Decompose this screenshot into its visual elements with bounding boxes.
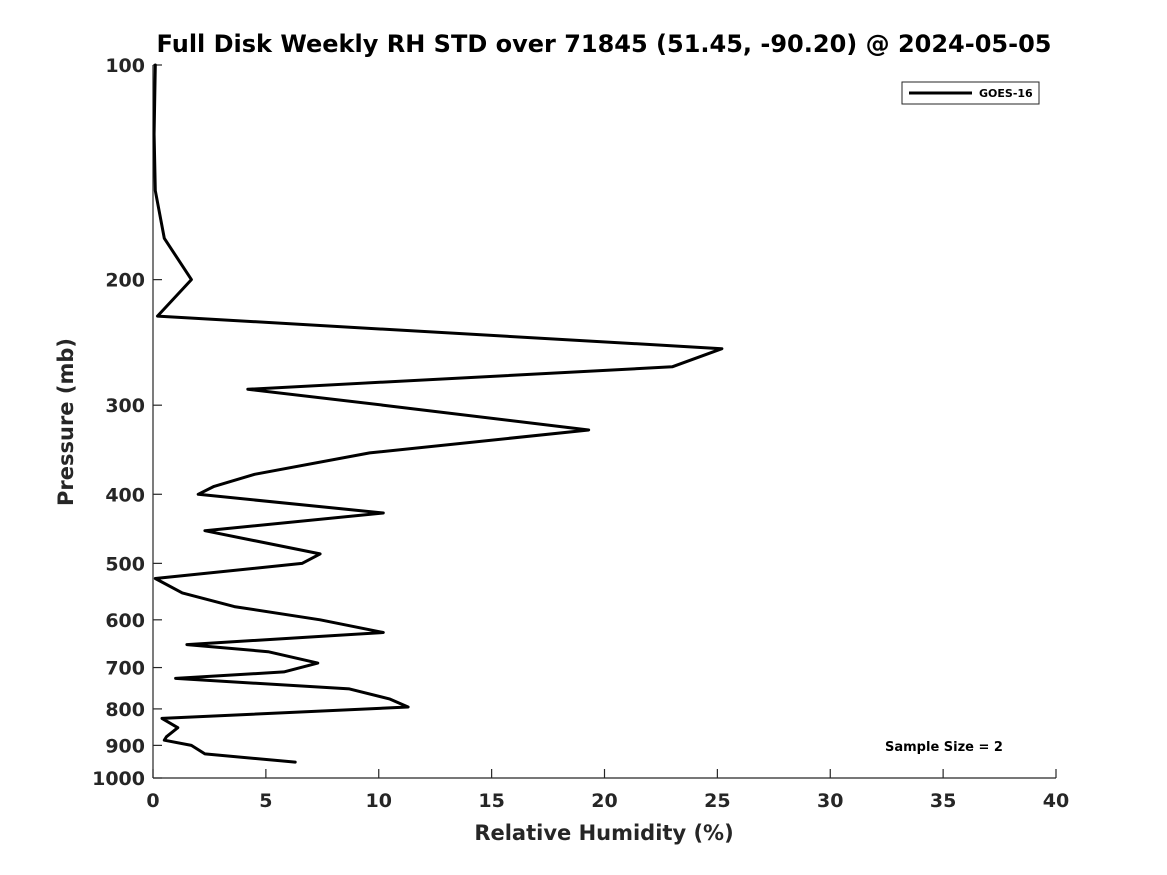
x-tick-label: 5 (259, 790, 272, 812)
y-tick-label: 900 (105, 735, 145, 757)
legend-label-goes-16: GOES-16 (979, 87, 1033, 100)
y-tick-label: 100 (105, 55, 145, 77)
x-tick-label: 20 (591, 790, 617, 812)
x-tick-label: 30 (817, 790, 843, 812)
x-tick-label: 15 (478, 790, 504, 812)
legend: GOES-16 (901, 81, 1040, 105)
y-axis-label: Pressure (mb) (54, 338, 78, 506)
y-tick-label: 600 (105, 610, 145, 632)
y-tick-label: 300 (105, 395, 145, 417)
series-line-goes-16 (152, 63, 724, 764)
x-tick-label: 0 (146, 790, 159, 812)
y-tick-label: 700 (105, 658, 145, 680)
y-tick-label: 1000 (92, 768, 145, 790)
chart-title: Full Disk Weekly RH STD over 71845 (51.4… (157, 30, 1052, 58)
x-tick-label: 35 (930, 790, 956, 812)
x-tick-label: 40 (1043, 790, 1069, 812)
y-tick-label: 200 (105, 270, 145, 292)
y-axis-ticks: 100 200 300 400 500 600 700 800 900 1000 (92, 55, 162, 790)
series-group (152, 63, 724, 764)
x-tick-label: 10 (366, 790, 392, 812)
y-tick-label: 400 (105, 484, 145, 506)
x-axis-label: Relative Humidity (%) (474, 821, 733, 845)
y-tick-label: 800 (105, 699, 145, 721)
y-tick-label: 500 (105, 553, 145, 575)
x-tick-label: 25 (704, 790, 730, 812)
x-axis-ticks: 0 5 10 15 20 25 30 35 40 (146, 769, 1069, 812)
sample-size-annotation: Sample Size = 2 (885, 740, 1003, 755)
